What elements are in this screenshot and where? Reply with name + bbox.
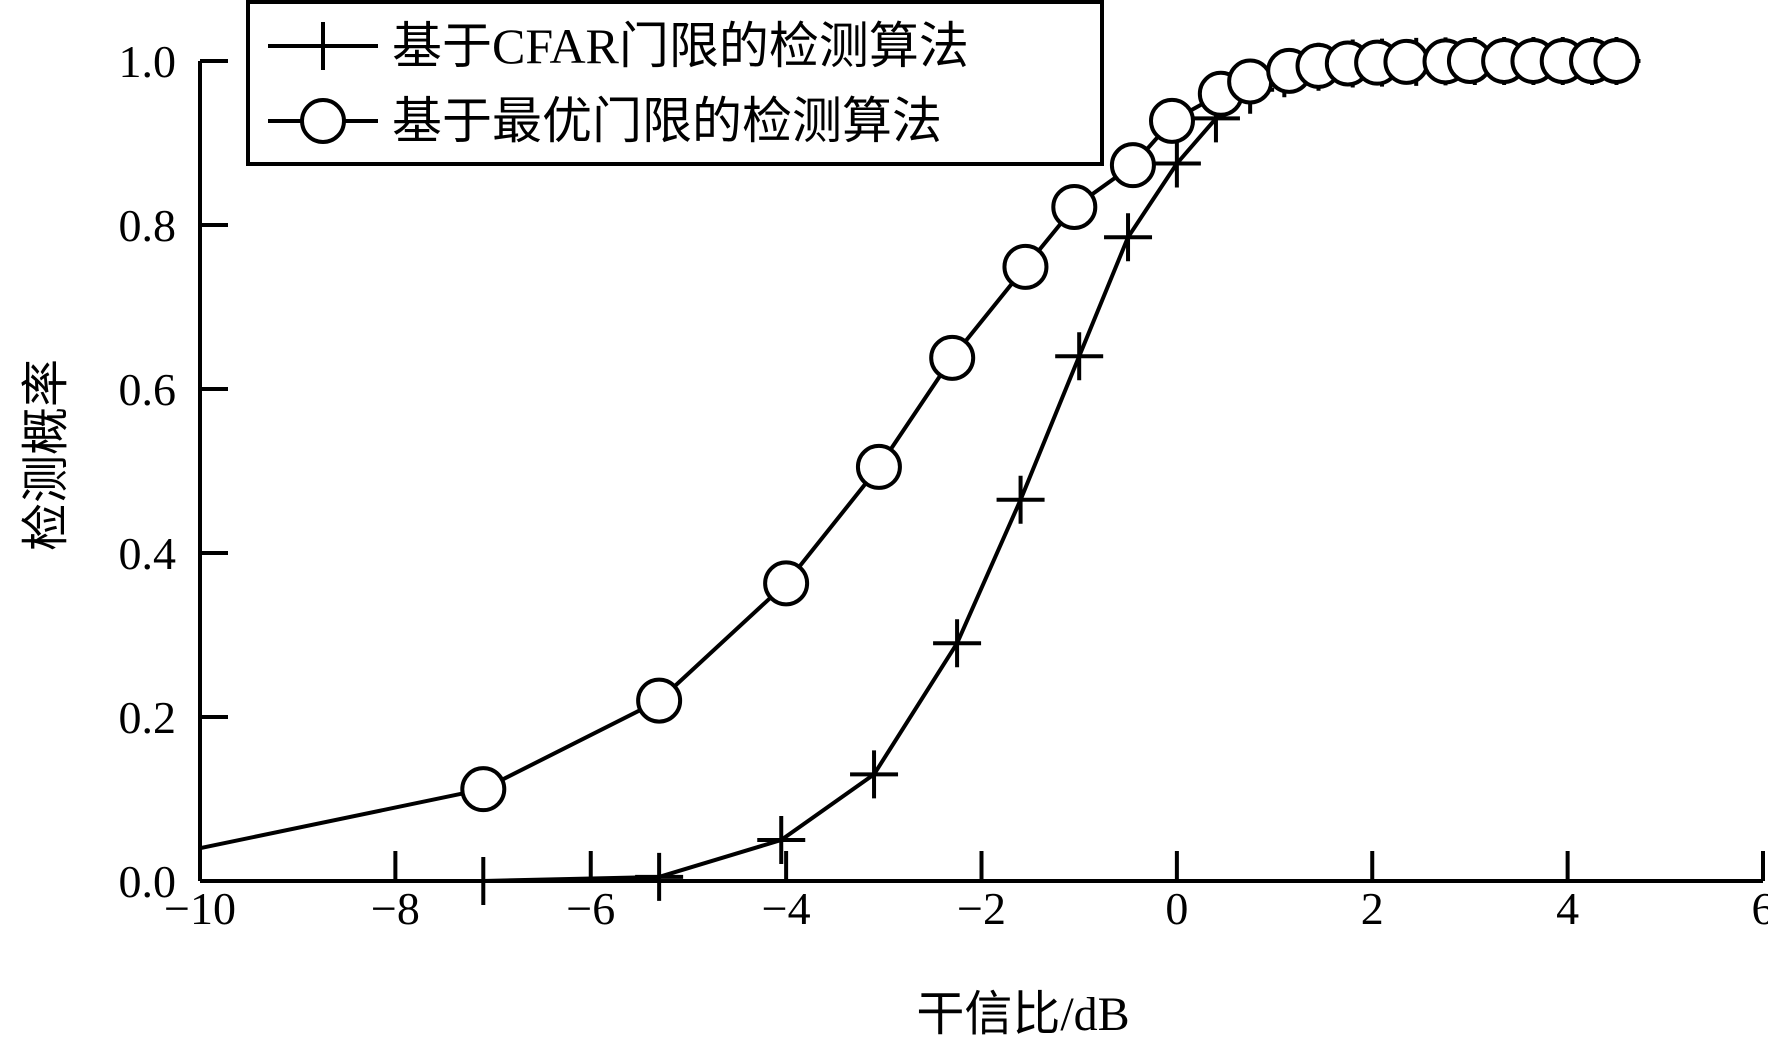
plus-marker: [459, 857, 508, 905]
x-tick-label: 6: [1752, 883, 1768, 934]
circle-marker: [1148, 97, 1195, 144]
circle-marker: [1002, 243, 1049, 290]
plus-marker: [933, 619, 982, 668]
x-tick-label: 2: [1361, 883, 1384, 934]
circle-marker: [929, 334, 976, 381]
axis-ticks: −10 −8 −6 −4 −2 0 2 4 6 0.0 0.2 0.4 0.6 0.8 1.0: [119, 36, 1768, 934]
y-tick-label: 0.2: [119, 692, 177, 743]
plus-marker: [635, 852, 684, 901]
y-tick-label: 0.0: [119, 856, 177, 907]
circle-marker: [1109, 142, 1156, 189]
x-axis-title: 干信比/dB: [916, 988, 1129, 1041]
series-line: [483, 59, 1617, 883]
x-tick-label: −10: [164, 883, 236, 934]
x-tick-label: −6: [566, 883, 615, 934]
legend-label: 基于最优门限的检测算法: [392, 93, 942, 149]
circle-marker: [1227, 58, 1274, 105]
plus-marker: [1152, 139, 1201, 188]
plus-marker: [850, 750, 899, 799]
circle-marker: [763, 560, 810, 607]
series-1: [459, 37, 1641, 905]
plus-marker: [299, 22, 347, 70]
x-tick-label: 0: [1165, 883, 1188, 934]
plus-marker: [1104, 213, 1153, 262]
circle-marker: [1383, 38, 1430, 85]
plus-marker: [996, 475, 1045, 524]
circle-marker: [855, 443, 902, 490]
axes: [198, 61, 1763, 883]
y-tick-label: 1.0: [119, 36, 177, 87]
legend-entry-2: 基于最优门限的检测算法: [268, 93, 942, 149]
x-tick-label: −8: [371, 883, 420, 934]
legend-box: [246, 0, 1104, 166]
circle-marker: [460, 766, 507, 813]
y-tick-label: 0.4: [119, 528, 177, 579]
plus-marker: [1055, 332, 1104, 381]
series-layer: [199, 37, 1641, 905]
circle-marker: [1051, 183, 1098, 230]
x-tick-label: 4: [1556, 883, 1579, 934]
series-2: [199, 38, 1640, 851]
plus-marker: [757, 816, 806, 864]
x-tick-label: −2: [957, 883, 1006, 934]
circle-marker: [1593, 38, 1640, 84]
y-tick-label: 0.8: [119, 200, 177, 251]
y-axis-title: 检测概率: [20, 359, 73, 551]
series-line: [199, 59, 1617, 851]
legend-label: 基于CFAR门限的检测算法: [392, 18, 969, 74]
legend-entry-1: 基于CFAR门限的检测算法: [268, 18, 969, 74]
circle-marker: [300, 98, 346, 144]
y-tick-label: 0.6: [119, 364, 177, 415]
x-tick-label: −4: [762, 883, 811, 934]
circle-marker: [636, 677, 683, 724]
